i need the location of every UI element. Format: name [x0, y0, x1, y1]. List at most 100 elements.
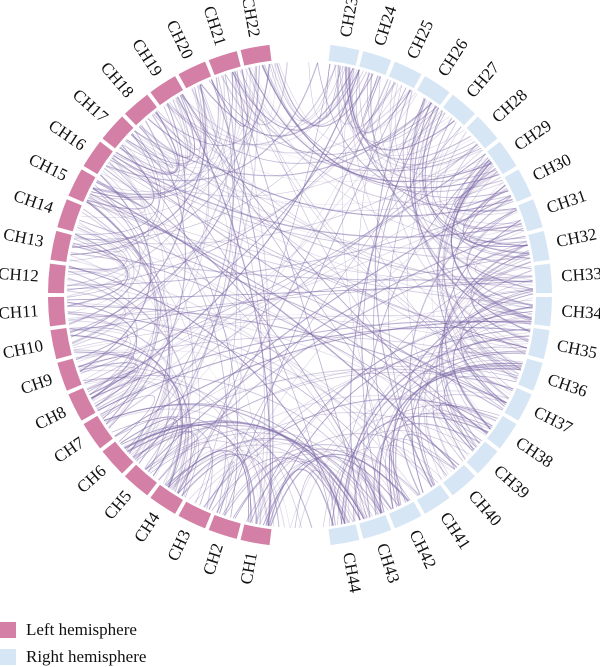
connection-link: [88, 196, 513, 392]
connection-link: [196, 85, 453, 164]
label-ch19: CH19: [128, 35, 166, 79]
connection-link: [104, 168, 383, 514]
connection-link: [67, 277, 138, 396]
connection-link: [67, 305, 507, 404]
connection-link: [67, 267, 122, 290]
arc-ch31: [518, 199, 543, 232]
connection-link: [96, 385, 146, 418]
connection-link: [349, 105, 437, 521]
arc-ch13: [50, 230, 72, 262]
connection-link: [442, 160, 519, 379]
connection-link: [103, 404, 350, 524]
label-ch41: CH41: [436, 509, 474, 553]
connection-link: [338, 65, 497, 183]
label-ch9: CH9: [18, 370, 55, 398]
connection-link: [231, 69, 360, 131]
connection-link: [68, 244, 125, 270]
connection-link: [86, 369, 137, 396]
connection-link: [84, 379, 174, 478]
connection-link: [112, 155, 523, 238]
label-ch3: CH3: [163, 527, 194, 564]
connection-link: [125, 140, 533, 283]
connection-links: [66, 62, 534, 529]
label-ch39: CH39: [490, 461, 533, 502]
connection-link: [75, 351, 135, 393]
connection-link: [72, 72, 233, 245]
connection-link: [220, 62, 288, 126]
connection-link: [346, 66, 440, 143]
legend-right-label: Right hemisphere: [26, 647, 147, 666]
connection-link: [340, 335, 530, 525]
connection-link: [322, 430, 471, 527]
connection-link: [358, 69, 528, 247]
arc-ch9: [57, 358, 82, 391]
connection-link: [69, 254, 530, 332]
connection-link: [68, 313, 527, 352]
connection-link: [124, 426, 213, 509]
arc-ch27: [443, 94, 476, 126]
connection-link: [71, 84, 207, 248]
arc-ch30: [504, 169, 532, 202]
label-ch35: CH35: [555, 336, 599, 363]
connection-link: [110, 159, 527, 249]
connection-link: [336, 65, 381, 125]
connection-link: [92, 187, 458, 468]
arc-ch14: [57, 199, 82, 232]
connection-link: [470, 251, 530, 343]
connection-link: [418, 288, 533, 486]
connection-link: [125, 140, 495, 205]
connection-link: [417, 394, 507, 487]
connection-link: [66, 157, 149, 298]
connection-link: [453, 171, 502, 203]
connection-link: [406, 122, 469, 457]
connection-link: [234, 453, 392, 519]
connection-link: [78, 365, 268, 526]
connection-link: [441, 243, 528, 445]
connection-link: [123, 424, 313, 528]
connection-link: [130, 134, 505, 211]
arc-ch43: [359, 514, 392, 539]
connection-link: [204, 351, 526, 508]
connection-link: [133, 430, 200, 498]
label-ch6: CH6: [73, 461, 110, 497]
connection-link: [373, 422, 481, 516]
label-ch16: CH16: [45, 116, 89, 155]
connection-link: [445, 242, 528, 435]
connection-link: [67, 227, 130, 314]
connection-link: [411, 318, 532, 494]
label-ch37: CH37: [531, 402, 576, 437]
arc-ch15: [68, 169, 96, 202]
connection-link: [157, 110, 533, 290]
connection-link: [170, 450, 291, 528]
connection-link: [90, 69, 360, 399]
label-ch23: CH23: [336, 0, 362, 39]
connection-link: [132, 424, 367, 519]
connection-link: [83, 208, 171, 458]
connection-link: [100, 174, 261, 525]
arc-ch36: [518, 358, 543, 391]
connection-link: [289, 390, 510, 528]
arc-ch24: [359, 51, 392, 76]
connection-link: [80, 68, 248, 218]
connection-link: [388, 112, 446, 488]
connection-link: [446, 143, 523, 229]
label-ch29: CH29: [511, 116, 555, 155]
connection-link: [126, 66, 256, 162]
connection-link: [179, 89, 411, 154]
connection-link: [216, 187, 507, 513]
connection-link: [90, 87, 202, 199]
arc-ch17: [102, 116, 134, 149]
connection-link: [412, 98, 534, 290]
connection-link: [388, 362, 523, 509]
connection-link: [452, 305, 533, 430]
connection-link: [466, 207, 533, 307]
label-ch20: CH20: [163, 17, 198, 62]
connection-link: [76, 229, 477, 448]
connection-link: [157, 440, 198, 491]
connection-link: [145, 372, 514, 471]
arc-ch34: [534, 296, 552, 327]
label-ch11: CH11: [0, 301, 39, 323]
connection-link: [134, 130, 531, 261]
connection-link: [177, 96, 272, 526]
